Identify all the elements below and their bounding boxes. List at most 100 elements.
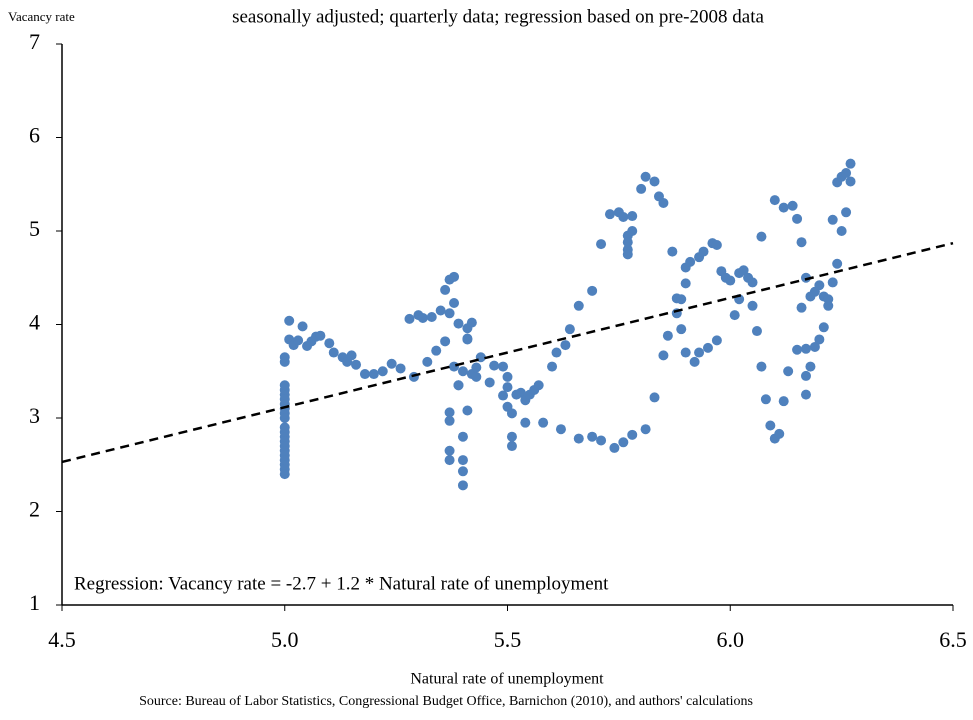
- point: [471, 362, 482, 373]
- point: [676, 294, 687, 305]
- point: [756, 361, 767, 372]
- x-axis-label: Natural rate of unemployment: [410, 671, 604, 688]
- source: Source: Bureau of Labor Statistics, Cong…: [139, 694, 753, 709]
- point: [551, 347, 562, 358]
- point: [404, 313, 415, 324]
- point: [680, 347, 691, 358]
- x-tick-label: 6.0: [717, 627, 745, 652]
- x-tick-label: 6.5: [939, 627, 967, 652]
- point: [279, 352, 290, 363]
- x-tick-label: 4.5: [48, 627, 76, 652]
- point: [783, 366, 794, 377]
- point: [284, 315, 295, 326]
- annotation: Regression: Vacancy rate = -2.7 + 1.2 * …: [74, 573, 609, 594]
- point: [368, 369, 379, 380]
- point: [778, 396, 789, 407]
- point: [471, 371, 482, 382]
- point: [279, 380, 290, 391]
- x-tick-label: 5.0: [271, 627, 299, 652]
- point: [800, 343, 811, 354]
- point: [587, 285, 598, 296]
- point: [449, 297, 460, 308]
- point: [640, 171, 651, 182]
- point: [395, 363, 406, 374]
- point: [658, 350, 669, 361]
- point: [440, 336, 451, 347]
- point: [457, 466, 468, 477]
- point: [547, 361, 558, 372]
- point: [800, 370, 811, 381]
- point: [823, 294, 834, 305]
- point: [431, 345, 442, 356]
- point: [841, 168, 852, 179]
- x-tick-label: 5.5: [494, 627, 522, 652]
- point: [444, 455, 455, 466]
- point: [729, 310, 740, 321]
- point: [832, 258, 843, 269]
- point: [466, 317, 477, 328]
- point: [377, 366, 388, 377]
- point: [484, 377, 495, 388]
- point: [609, 442, 620, 453]
- point: [667, 246, 678, 257]
- point: [805, 361, 816, 372]
- point: [676, 324, 687, 335]
- point: [408, 371, 419, 382]
- point: [506, 408, 517, 419]
- point: [596, 239, 607, 250]
- point: [293, 335, 304, 346]
- point: [827, 214, 838, 225]
- point: [845, 158, 856, 169]
- point: [297, 321, 308, 332]
- point: [814, 280, 825, 291]
- point: [747, 300, 758, 311]
- subtitle: seasonally adjusted; quarterly data; reg…: [232, 6, 764, 27]
- y-tick-label: 7: [29, 29, 40, 54]
- point: [658, 197, 669, 208]
- y-tick-label: 5: [29, 216, 40, 241]
- point: [444, 407, 455, 418]
- point: [711, 335, 722, 346]
- point: [457, 431, 468, 442]
- point: [279, 422, 290, 433]
- point: [453, 318, 464, 329]
- point: [520, 417, 531, 428]
- point: [636, 183, 647, 194]
- point: [315, 330, 326, 341]
- point: [796, 302, 807, 313]
- point: [444, 308, 455, 319]
- point: [440, 284, 451, 295]
- point: [351, 359, 362, 370]
- point: [836, 226, 847, 236]
- point: [449, 361, 460, 372]
- point: [426, 312, 437, 323]
- point: [587, 431, 598, 442]
- point: [622, 237, 633, 248]
- point: [649, 176, 660, 187]
- point: [604, 209, 615, 220]
- point: [787, 200, 798, 211]
- point: [622, 249, 633, 260]
- point: [462, 334, 473, 345]
- point: [814, 334, 825, 345]
- point: [435, 305, 446, 316]
- y-axis-label: Vacancy rate: [8, 9, 75, 24]
- point: [747, 277, 758, 288]
- y-tick-label: 2: [29, 497, 40, 522]
- point: [751, 326, 762, 337]
- point: [778, 202, 789, 213]
- point: [462, 405, 473, 416]
- point: [685, 256, 696, 267]
- point: [792, 344, 803, 355]
- point: [765, 420, 776, 431]
- point: [417, 312, 428, 323]
- point: [792, 213, 803, 224]
- point: [457, 455, 468, 466]
- point: [506, 441, 517, 452]
- point: [573, 300, 584, 311]
- point: [506, 431, 517, 442]
- point: [573, 433, 584, 444]
- point: [800, 272, 811, 283]
- point: [498, 390, 509, 401]
- point: [725, 275, 736, 286]
